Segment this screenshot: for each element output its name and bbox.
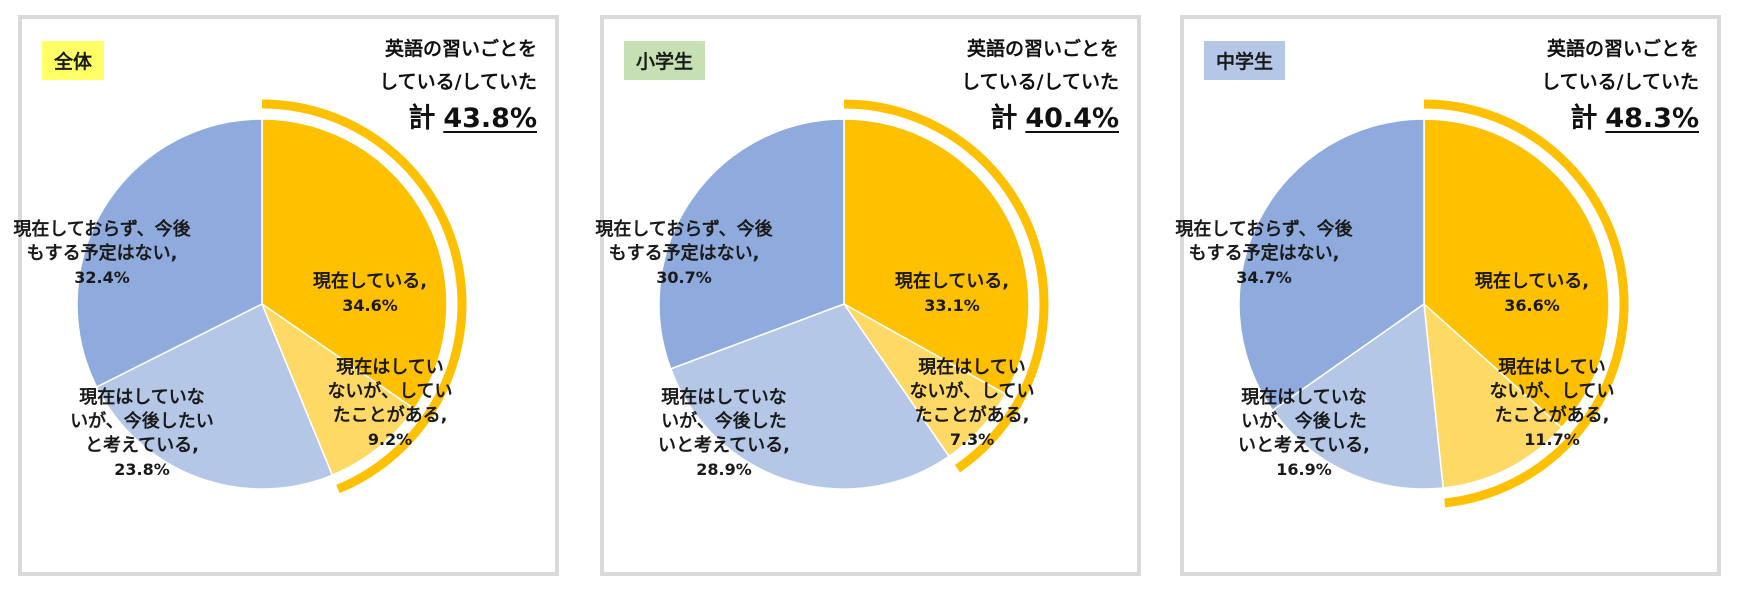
slice-label-future: 現在はしていないが、今後したいと考えている, 23.8% — [70, 386, 214, 479]
headline-line1: 英語の習いごとを — [1546, 38, 1699, 60]
slice-name-current: 現在している, — [1475, 270, 1589, 292]
slice-name-past: ないが、してい — [909, 380, 1034, 402]
slice-name-future: 現在はしていな — [661, 386, 786, 408]
slice-name-past: たことがある, — [333, 404, 448, 426]
pie-slice-future — [1271, 302, 1444, 490]
pie-chart-overall: 現在している, 34.6%現在はしていないが、していたことがある, 9.2%現在はし… — [13, 99, 467, 494]
chart-panel-elementary: 現在している, 33.1% 現在はしていないが、していたことがある, 7.3% 現在はし… — [595, 15, 1141, 576]
slice-name-none: もする予定はない, — [27, 242, 178, 264]
pie-chart-junior-high: 現在している, 36.6%現在はしていないが、していたことがある, 11.7%現在は… — [1175, 99, 1629, 508]
slice-label-past: 現在はしていないが、していたことがある, 7.3% — [909, 356, 1034, 449]
slice-name-past: たことがある, — [915, 404, 1030, 426]
slice-value-current: 34.6% — [342, 296, 398, 315]
panel-tag: 中学生 — [1204, 41, 1286, 80]
slice-name-future: いと考えている, — [1238, 434, 1370, 456]
slice-name-future: 現在はしていな — [1241, 386, 1366, 408]
pie-slice-future — [669, 303, 950, 490]
slice-value-past: 7.3% — [950, 430, 994, 449]
headline-line2: している/していた — [961, 71, 1119, 93]
pie-slice-past — [260, 301, 416, 477]
panel-tag: 小学生 — [624, 41, 706, 80]
slice-name-past: ないが、してい — [327, 380, 452, 402]
slice-name-future: 現在はしていな — [79, 386, 204, 408]
slice-name-future: いが、今後したい — [70, 410, 214, 432]
headline-total: 計 43.8% — [379, 102, 537, 136]
slice-value-future: 28.9% — [696, 460, 752, 479]
slice-name-none: 現在しておらず、今後 — [1175, 218, 1353, 240]
slice-label-future: 現在はしていないが、今後したいと考えている, 16.9% — [1238, 386, 1370, 479]
slice-value-none: 30.7% — [656, 268, 712, 287]
slice-label-past: 現在はしていないが、していたことがある, 11.7% — [1489, 356, 1614, 449]
headline-line1: 英語の習いごとを — [384, 38, 537, 60]
chart-panel-junior-high: 現在している, 36.6% 現在はしていないが、していたことがある, 11.7% 現在は… — [1175, 15, 1721, 576]
total-value: 43.8% — [443, 103, 537, 134]
total-label: 計 — [1570, 103, 1598, 134]
headline-line2: している/していた — [1541, 71, 1699, 93]
slice-name-none: 現在しておらず、今後 — [595, 218, 773, 240]
chart-panel-overall: 現在している, 34.6% 現在はしていないが、していたことがある, 9.2% 現在はし… — [13, 15, 559, 576]
total-label: 計 — [408, 103, 436, 134]
slice-name-future: いが、今後した — [661, 410, 787, 432]
slice-label-current: 現在している, 36.6% — [1475, 270, 1589, 315]
slice-value-past: 11.7% — [1524, 430, 1580, 449]
pie-slice-current — [843, 118, 1030, 396]
headline-total: 計 48.3% — [1541, 102, 1699, 136]
pie-slice-none — [658, 118, 845, 370]
headline-total: 計 40.4% — [961, 102, 1119, 136]
slice-label-future: 現在はしていないが、今後したいと考えている, 28.9% — [658, 386, 790, 479]
slice-name-none: もする予定はない, — [609, 242, 760, 264]
pie-slice-current — [1423, 118, 1610, 429]
slice-name-current: 現在している, — [313, 270, 427, 292]
headline-line2: している/していた — [379, 71, 537, 93]
slice-label-none: 現在しておらず、今後もする予定はない, 34.7% — [1175, 218, 1353, 287]
total-value: 40.4% — [1025, 103, 1119, 134]
headline: 英語の習いごとを している/していた 計 40.4% — [961, 33, 1119, 136]
pie-slice-future — [95, 302, 334, 490]
pie-slice-current — [261, 118, 448, 410]
pie-slice-none — [1238, 118, 1425, 412]
slice-value-current: 33.1% — [924, 296, 980, 315]
slice-name-past: 現在はしてい — [1498, 356, 1605, 378]
slice-name-none: もする予定はない, — [1189, 242, 1340, 264]
slice-value-future: 16.9% — [1276, 460, 1332, 479]
pie-slice-past — [1423, 302, 1563, 489]
slice-value-current: 36.6% — [1504, 296, 1560, 315]
slice-label-none: 現在しておらず、今後もする予定はない, 32.4% — [13, 218, 191, 287]
pie-chart-elementary: 現在している, 33.1%現在はしていないが、していたことがある, 7.3%現在はし… — [595, 99, 1049, 490]
total-label: 計 — [990, 103, 1018, 134]
slice-label-current: 現在している, 34.6% — [313, 270, 427, 315]
slice-name-future: いと考えている, — [658, 434, 790, 456]
headline: 英語の習いごとを している/していた 計 43.8% — [379, 33, 537, 136]
slice-label-current: 現在している, 33.1% — [895, 270, 1009, 315]
slice-name-past: ないが、してい — [1489, 380, 1614, 402]
slice-name-past: 現在はしてい — [918, 356, 1025, 378]
slice-label-past: 現在はしていないが、していたことがある, 9.2% — [327, 356, 452, 449]
slice-name-past: たことがある, — [1495, 404, 1610, 426]
slice-value-none: 32.4% — [74, 268, 130, 287]
total-value: 48.3% — [1605, 103, 1699, 134]
total-bracket-arc — [843, 99, 1049, 473]
slice-name-none: 現在しておらず、今後 — [13, 218, 191, 240]
slice-name-future: と考えている, — [85, 434, 199, 456]
pie-slice-none — [76, 118, 263, 388]
slice-name-past: 現在はしてい — [336, 356, 443, 378]
slice-value-past: 9.2% — [368, 430, 412, 449]
headline-line1: 英語の習いごとを — [966, 38, 1119, 60]
slice-name-current: 現在している, — [895, 270, 1009, 292]
slice-name-future: いが、今後した — [1241, 410, 1367, 432]
total-bracket-arc — [261, 99, 467, 494]
total-bracket-arc — [1423, 99, 1629, 508]
panel-tag: 全体 — [42, 41, 105, 80]
slice-value-none: 34.7% — [1236, 268, 1292, 287]
slice-value-future: 23.8% — [114, 460, 170, 479]
headline: 英語の習いごとを している/していた 計 48.3% — [1541, 33, 1699, 136]
slice-label-none: 現在しておらず、今後もする予定はない, 30.7% — [595, 218, 773, 287]
